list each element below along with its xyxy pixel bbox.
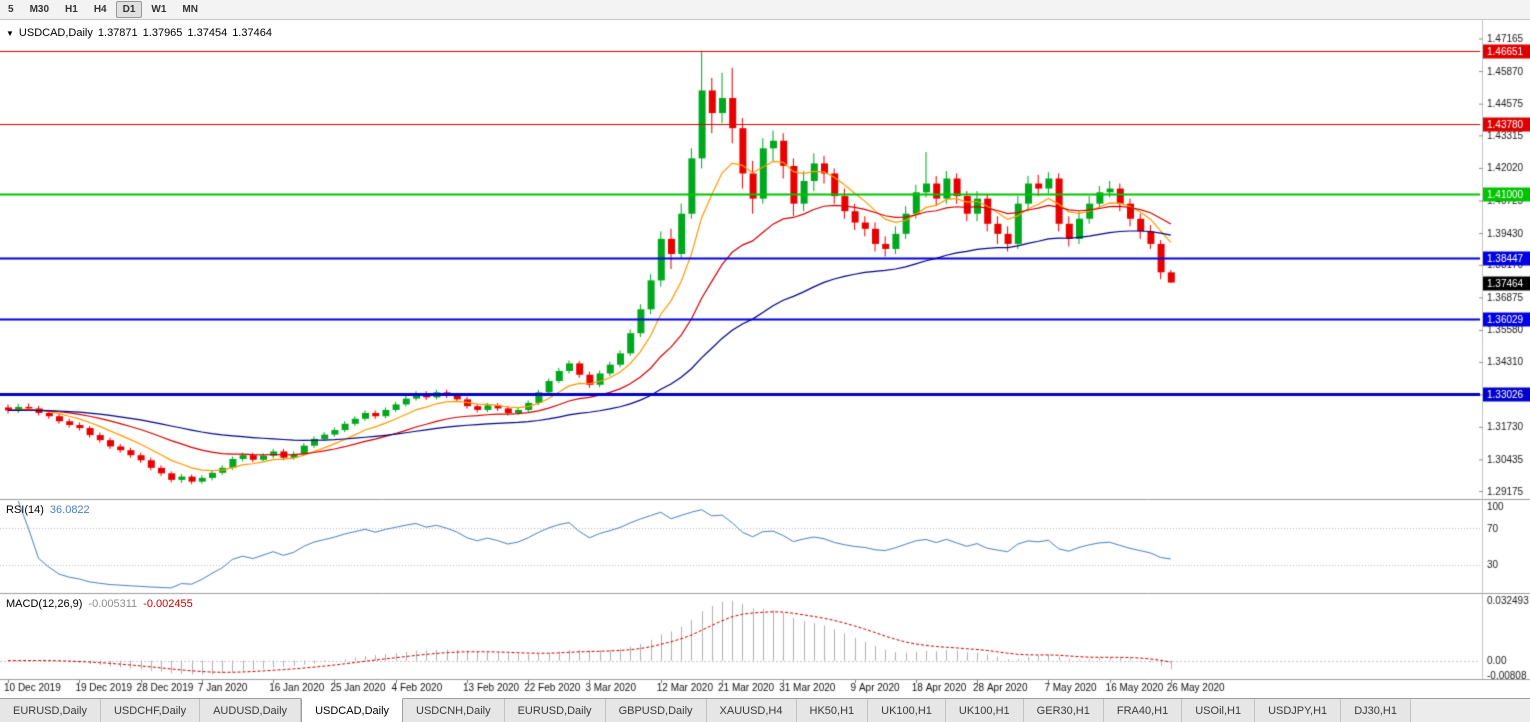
chart-low-value: 1.37454 [187,27,228,39]
chart-close-value: 1.37464 [232,27,272,39]
timeframe-button-d1[interactable]: D1 [115,1,143,18]
chart-tab[interactable]: UK100,H1 [868,699,946,722]
rsi-indicator-label: RSI(14) 36.0822 [6,504,90,516]
chart-tab[interactable]: USOil,H1 [1182,699,1256,722]
chart-tab[interactable]: FRA40,H1 [1103,699,1183,722]
timeframe-button-w1[interactable]: W1 [151,4,167,15]
timeframe-button-h1[interactable]: H1 [65,4,78,15]
chart-tab[interactable]: GER30,H1 [1023,699,1104,722]
macd-main-value: -0.005311 [88,598,138,610]
rsi-value: 36.0822 [49,504,90,516]
chart-high-value: 1.37965 [142,27,183,39]
rsi-name: RSI(14) [6,504,44,516]
chart-tabbar: EURUSD,Daily USDCHF,Daily AUDUSD,Daily USDC… [0,698,1530,722]
chart-tab[interactable]: AUDUSD,Daily [200,699,302,722]
macd-indicator-label: MACD(12,26,9) -0.005311 -0.002455 [6,598,193,610]
macd-name: MACD(12,26,9) [6,598,83,610]
chart-tab[interactable]: GBPUSD,Daily [605,699,707,722]
timeframe-button-m30[interactable]: M30 [29,4,50,15]
chart-tab[interactable]: EURUSD,Daily [0,699,101,722]
chart-title: ▼ USDCAD,Daily 1.37871 1.37965 1.37454 1… [6,27,272,39]
chart-tab[interactable]: EURUSD,Daily [504,699,606,722]
symbol-dropdown-icon[interactable]: ▼ [6,28,14,38]
chart-symbol-label: USDCAD,Daily [18,27,93,39]
chart-open-value: 1.37871 [97,27,138,39]
chart-tab[interactable]: USDCHF,Daily [100,699,201,722]
chart-tab[interactable]: XAUUSD,H4 [706,699,797,722]
chart-tab[interactable]: USDJPY,H1 [1255,699,1342,722]
chart-tab[interactable]: UK100,H1 [945,699,1024,722]
chart-window: ▼ USDCAD,Daily 1.37871 1.37965 1.37454 1… [0,20,1530,698]
timeframe-button-5[interactable]: 5 [8,4,14,15]
price-chart-canvas[interactable] [0,20,1530,698]
chart-tab[interactable]: DJ30,H1 [1341,699,1411,722]
chart-tab[interactable]: USDCAD,Daily [301,698,404,722]
chart-tab[interactable]: HK50,H1 [796,699,869,722]
timeframe-button-mn[interactable]: MN [182,4,198,15]
timeframe-button-h4[interactable]: H4 [93,4,107,15]
macd-signal-value: -0.002455 [143,598,193,610]
chart-tab[interactable]: USDCNH,Daily [403,699,505,722]
timeframe-toolbar: 5 M30 H1 H4 D1 W1 MN [0,0,1530,20]
